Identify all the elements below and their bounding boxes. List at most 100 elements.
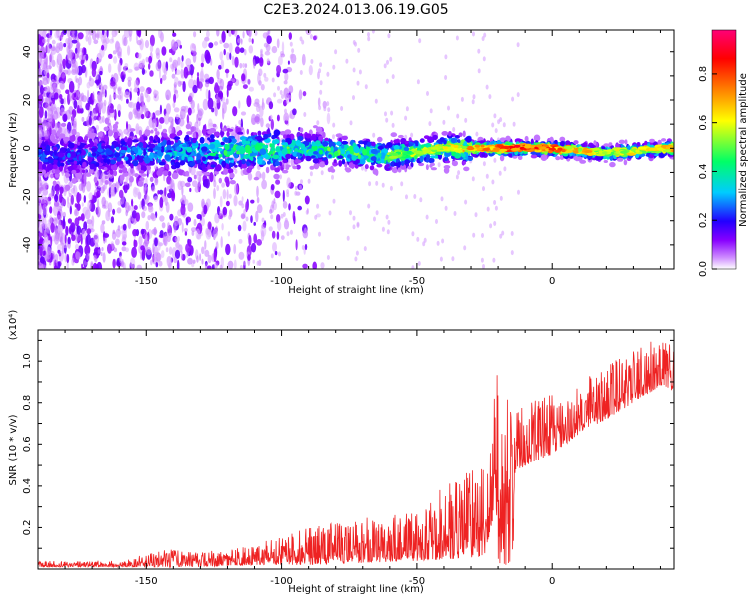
spectrogram-noise-mark [358,69,362,75]
spectrogram-noise-mark [42,188,49,196]
spectrogram-noise-mark [146,247,152,256]
spectrogram-ridge-mark [228,135,235,139]
spectrogram-ridge-mark [644,140,648,146]
spectrogram-noise-mark [234,168,238,174]
spectrogram-ridge-mark [304,133,312,139]
spectrogram-noise-mark [193,31,197,38]
spectrogram-noise-mark [283,87,289,97]
spectrogram-noise-mark [284,72,289,82]
spectrogram-ridge-mark [339,149,345,155]
spectrogram-noise-mark [326,112,331,125]
spectrogram-noise-mark [45,250,52,260]
spectrogram-noise-mark [43,30,48,34]
spectrogram-ridge-mark [364,164,369,170]
spectrogram-noise-mark [418,38,422,44]
spectrogram-noise-mark [145,177,148,187]
spectrogram-ridge-mark [308,148,314,152]
spectrogram-noise-mark [131,246,138,258]
spectrogram-ridge-mark [221,160,227,168]
figure-title: C2E3.2024.013.06.19.G05 [263,2,448,18]
spectrogram-noise-mark [361,165,364,171]
spectrogram-ridge-mark [254,116,260,123]
spectrogram-noise-mark [116,207,122,214]
spectrogram-noise-mark [103,236,106,244]
spectrogram-noise-mark [225,243,231,256]
spectrogram-ridge-mark [147,148,152,152]
spectrogram-ridge-mark [419,155,424,163]
spectrogram-noise-mark [102,252,106,263]
spectrogram-core-mark [648,147,658,151]
spectrogram-ridge-mark [87,156,93,162]
spectrogram-ridge-mark [149,143,156,149]
spectrogram-noise-mark [319,62,323,68]
spectrogram-noise-mark [134,87,138,93]
spectrogram-noise-mark [225,200,230,207]
spectrogram-ridge-mark [377,145,384,150]
spectrogram-noise-mark [263,42,269,48]
spectrogram-noise-mark [381,182,385,188]
spectrogram-ridge-mark [425,158,430,163]
spectrogram-noise-mark [63,59,66,67]
spectrogram-noise-mark [213,262,218,269]
spectrogram-ridge-mark [110,144,115,150]
spectrogram-noise-mark [281,94,284,100]
spectrogram-noise-mark [318,105,322,111]
spectrogram-ridge-mark [207,130,213,135]
spectrogram-noise-mark [253,233,258,244]
spectrogram-ridge-mark [209,143,216,150]
spectrogram-noise-mark [123,183,128,194]
spectrogram-noise-mark [216,69,220,80]
spectrogram-ridge-mark [443,167,450,174]
spectrogram-noise-mark [38,71,43,76]
spectrogram-ridge-mark [124,136,128,143]
spectrogram-noise-mark [345,58,349,64]
spectrogram-ridge-mark [463,166,470,172]
spectrogram-noise-mark [38,242,41,250]
spectrogram-noise-mark [70,222,76,233]
spectrogram-noise-mark [93,254,97,261]
spectrogram-noise-mark [179,108,186,120]
spectrogram-ridge-mark [213,170,219,175]
spectrogram-ridge-mark [328,154,332,159]
spectrogram-ridge-mark [419,138,425,143]
spectrogram-ridge-mark [347,154,352,159]
spectrogram-noise-mark [186,114,190,124]
spectrogram-ridge-mark [353,160,359,165]
spectrogram-noise-mark [201,246,205,255]
spectrogram-noise-mark [266,35,272,45]
spectrogram-ridge-mark [468,156,473,161]
spectrogram-noise-mark [302,263,308,269]
spectrogram-noise-mark [91,128,95,134]
spectrogram-noise-mark [189,187,192,193]
spectrogram-ridge-mark [322,132,326,139]
spectrogram-ridge-mark [50,173,54,179]
spectrogram-noise-mark [70,33,75,39]
spectrogram-noise-mark [149,113,154,118]
spectrogram-ridge-mark [246,160,250,166]
spectrogram-noise-mark [117,225,121,232]
spectrogram-noise-mark [128,30,133,37]
spectrogram-noise-mark [59,62,63,74]
spectrogram-ridge-mark [155,146,162,151]
spectrogram-noise-mark [246,95,252,108]
spectrogram-noise-mark [151,186,156,192]
spectrogram-noise-mark [248,45,254,54]
spectrogram-noise-mark [472,31,475,37]
spectrogram-noise-mark [123,36,128,47]
spectrogram-noise-mark [373,216,376,222]
spectrogram-noise-mark [42,203,48,216]
spectrogram-ridge-mark [192,137,197,144]
spectrogram-noise-mark [166,256,171,264]
spectrogram-noise-mark [165,89,172,101]
spectrogram-ridge-mark [249,152,254,157]
spectrogram-ridge-mark [165,164,170,170]
spectrogram-ridge-mark [38,141,41,148]
spectrogram-noise-mark [137,52,142,60]
spectrogram-ridge-mark [353,145,360,152]
spectrogram-noise-mark [352,224,356,230]
spectrogram-noise-mark [389,56,393,62]
spectrogram-noise-mark [276,231,280,240]
spectrogram-noise-mark [481,36,485,42]
spectrogram-ridge-mark [46,163,54,171]
spectrogram-noise-mark [173,107,180,113]
